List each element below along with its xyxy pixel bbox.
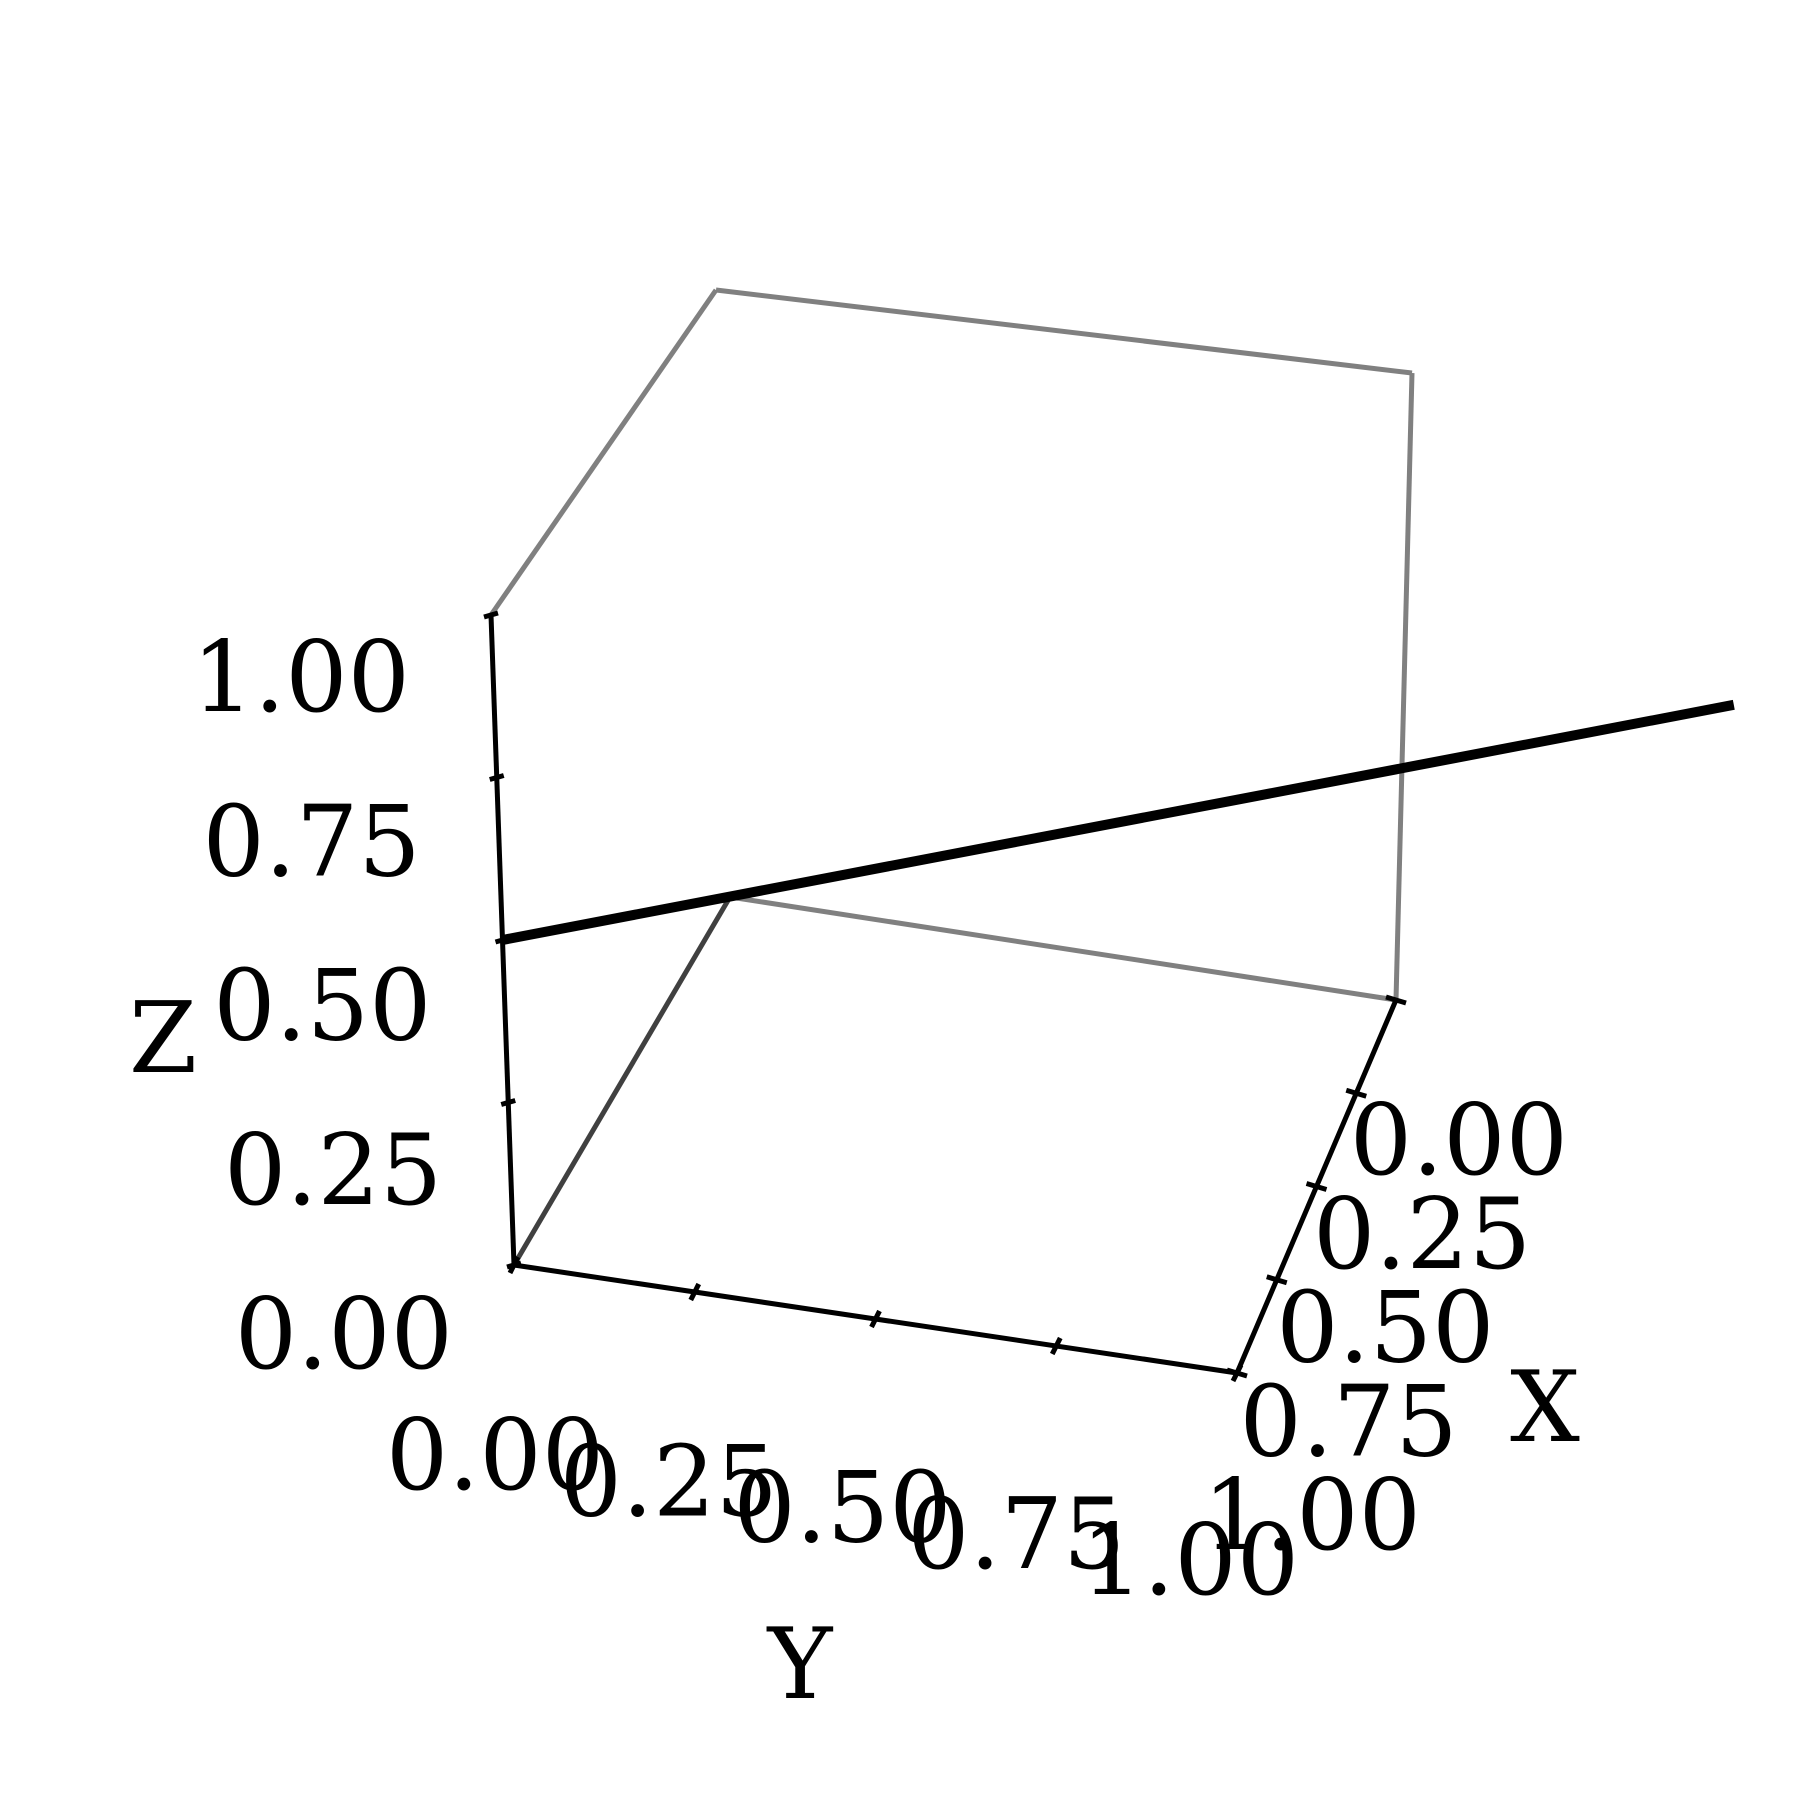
- x-tick-label: 0.75: [1240, 1365, 1458, 1479]
- y-axis-title: Y: [766, 1608, 834, 1722]
- z-tick-label: 0.00: [235, 1278, 453, 1392]
- y-tick-mark: [507, 1255, 521, 1275]
- series-line-0: [501, 699, 1735, 945]
- z-tick-label: 0.25: [224, 1114, 442, 1228]
- z-tick-label: 1.00: [192, 621, 410, 735]
- y-tick-label: 1.00: [1081, 1504, 1299, 1618]
- box-edge-back-left: [488, 288, 719, 617]
- box-edge-back-right: [1393, 372, 1415, 1001]
- box-edge-floor-back: [729, 894, 1397, 1003]
- box-edge-back-top: [715, 287, 1413, 376]
- y-tick-label: 0.75: [907, 1478, 1125, 1592]
- x-tick-label: 0.25: [1313, 1178, 1531, 1292]
- y-tick-mark: [1050, 1336, 1063, 1356]
- data-series: [501, 699, 1735, 945]
- y-tick-mark: [688, 1282, 701, 1302]
- x-tick-label: 0.00: [1350, 1084, 1568, 1198]
- z-tick-mark: [500, 1098, 516, 1107]
- axis-labels: X Y Z: [129, 982, 1580, 1722]
- box-edge-floor-left: [511, 895, 733, 1267]
- y-tick-label: 0.25: [560, 1425, 778, 1539]
- x-tick-label: 1.00: [1203, 1459, 1421, 1573]
- y-tick-label: 0.50: [733, 1452, 951, 1566]
- x-tick-label: 0.50: [1276, 1272, 1494, 1386]
- y-tick-mark: [869, 1309, 882, 1329]
- z-tick-label: 0.75: [203, 785, 421, 899]
- x-tick-mark: [1345, 1087, 1367, 1099]
- axes-box: [488, 287, 1415, 1376]
- z-axis-title: Z: [129, 982, 197, 1096]
- x-tick-mark: [1226, 1367, 1248, 1379]
- axis-ticks: 0.000.250.500.751.000.000.250.500.751.00…: [192, 610, 1568, 1618]
- x-axis-title: X: [1510, 1351, 1580, 1465]
- x-tick-mark: [1266, 1274, 1288, 1286]
- z-tick-label: 0.50: [213, 950, 431, 1064]
- z-tick-mark: [489, 773, 505, 782]
- x-tick-mark: [1305, 1181, 1328, 1192]
- z-tick-mark: [483, 610, 499, 620]
- x-tick-mark: [1385, 994, 1407, 1006]
- y-tick-label: 0.00: [386, 1399, 604, 1513]
